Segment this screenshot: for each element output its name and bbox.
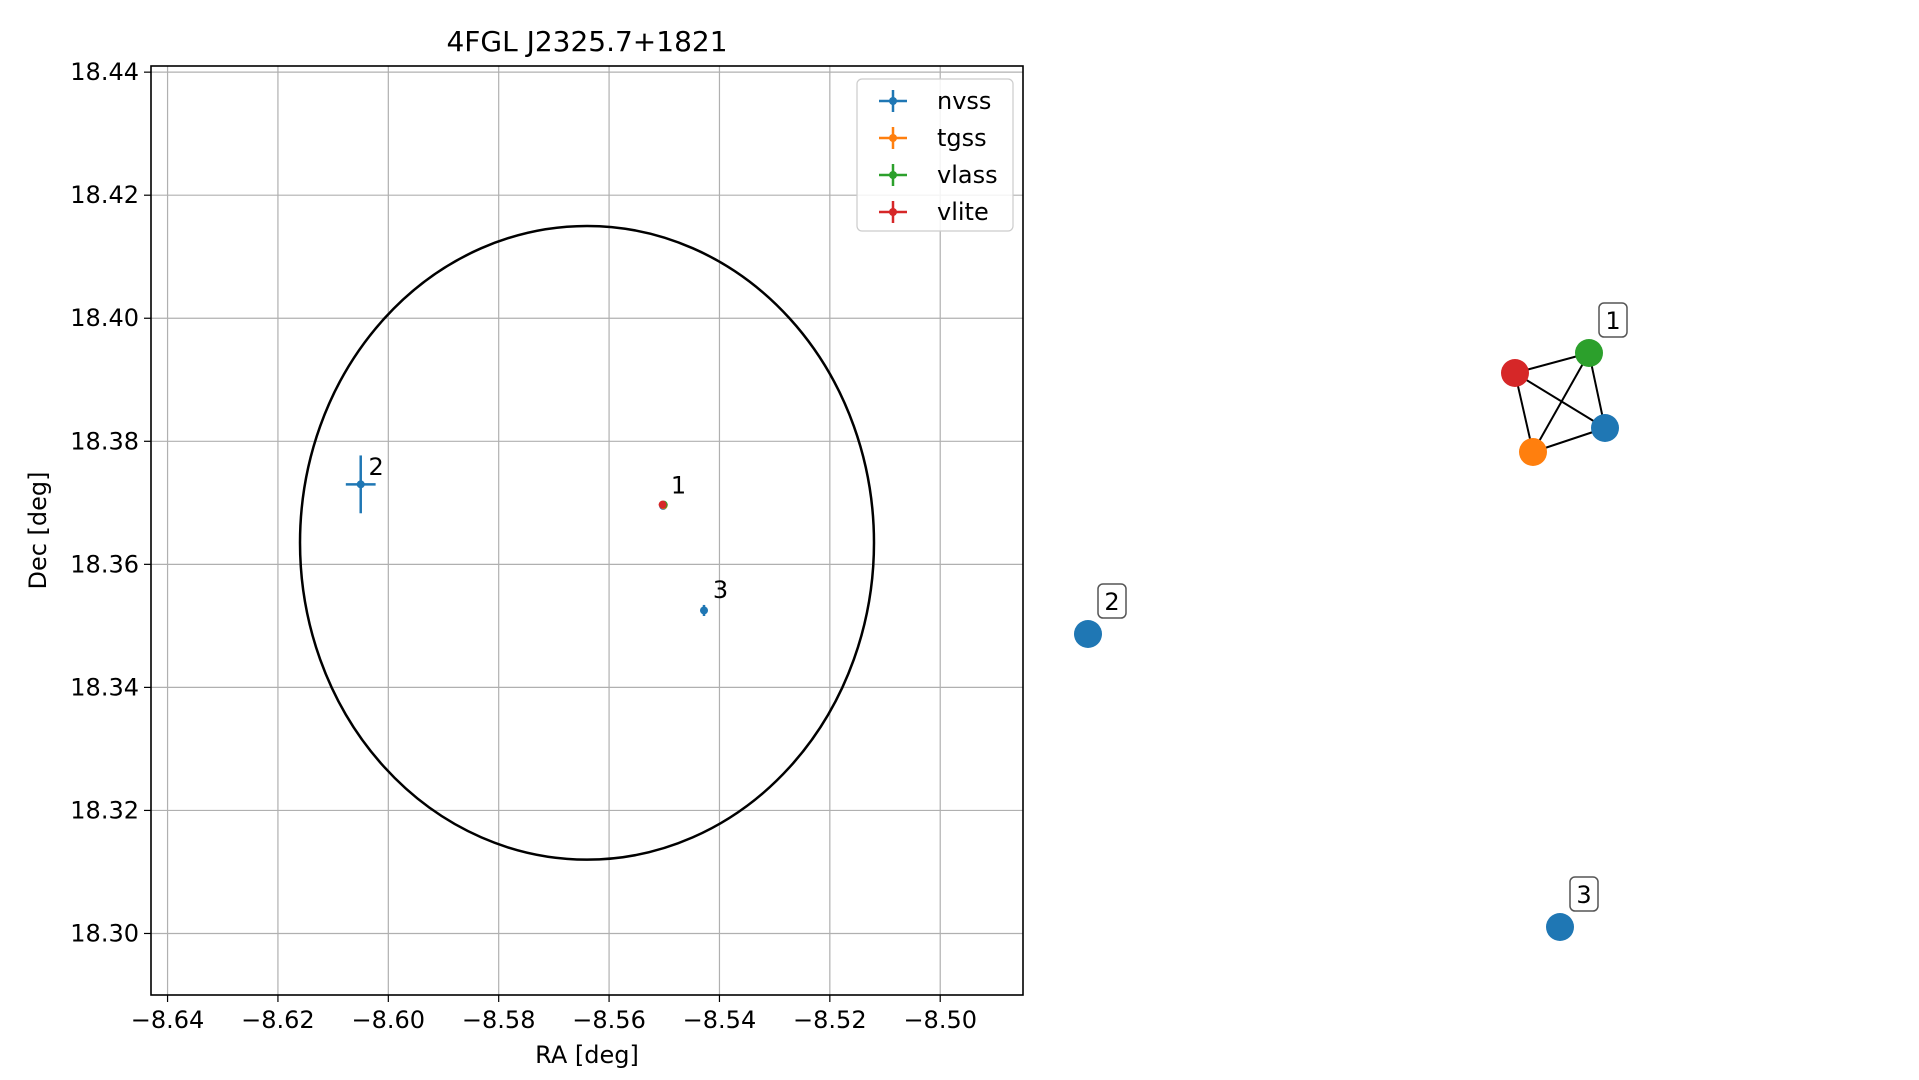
y-tick-label: 18.34 (70, 673, 139, 701)
legend-label: nvss (937, 87, 991, 115)
source-label: 2 (368, 453, 383, 481)
x-tick-label: −8.58 (462, 1006, 536, 1034)
legend-marker-vlite (889, 208, 897, 216)
source-label: 3 (713, 576, 728, 604)
source-label: 1 (671, 472, 686, 500)
legend-box (856, 78, 1014, 232)
x-tick-label: −8.64 (131, 1006, 205, 1034)
y-tick-label: 18.44 (70, 58, 139, 86)
graph-label-box (1569, 876, 1599, 912)
y-tick-label: 18.36 (70, 550, 139, 578)
graph-label: 2 (1104, 588, 1119, 616)
legend-marker-tgss (889, 134, 897, 142)
nvss-point (700, 604, 709, 617)
graph-node-n1-vlite (1501, 359, 1529, 387)
x-axis-label: RA [deg] (535, 1041, 639, 1069)
legend: nvss tgss vlass vlite (856, 78, 1014, 232)
points-layer (345, 455, 709, 617)
x-tick-label: −8.52 (793, 1006, 867, 1034)
annotation-layer: 1 2 3 (368, 453, 728, 604)
y-tick-label: 18.32 (70, 796, 139, 824)
edge-layer (1514, 352, 1606, 453)
vlite-point (658, 500, 667, 509)
graph-label: 1 (1605, 307, 1620, 335)
y-tick-label: 18.42 (70, 181, 139, 209)
chart-title: 4FGL J2325.7+1821 (446, 25, 727, 58)
graph-node-n1-nvss (1591, 414, 1619, 442)
vlite-marker (658, 500, 667, 509)
x-tick-label: −8.62 (241, 1006, 315, 1034)
y-tick-label: 18.38 (70, 427, 139, 455)
node-label-layer: 1 2 3 (1097, 302, 1628, 912)
x-tick-label: −8.60 (352, 1006, 426, 1034)
graph-node-n1-tgss (1519, 438, 1547, 466)
nvss-point (345, 455, 376, 514)
axes-frame (150, 65, 1024, 996)
graph-label-box (1097, 583, 1127, 619)
nvss-marker (356, 480, 365, 489)
node-layer (1074, 339, 1619, 941)
localization-ellipse (298, 224, 876, 861)
y-axis-label: Dec [deg] (24, 471, 52, 589)
legend-marker-nvss (889, 97, 897, 105)
graph-node-n3-nvss (1546, 913, 1574, 941)
nvss-marker (700, 606, 709, 615)
graph-edge (1532, 352, 1590, 453)
legend-label: vlass (937, 161, 998, 189)
graph-label: 3 (1576, 881, 1591, 909)
graph-node-n1-vlass (1575, 339, 1603, 367)
x-tick-label: −8.50 (903, 1006, 977, 1034)
x-tick-label: −8.54 (683, 1006, 757, 1034)
legend-label: vlite (937, 198, 989, 226)
ellipse-layer (298, 224, 876, 861)
legend-label: tgss (937, 124, 987, 152)
network-panel: 1 2 3 (1074, 302, 1628, 941)
graph-edge (1514, 372, 1606, 429)
graph-node-n2-nvss (1074, 620, 1102, 648)
legend-marker-vlass (889, 171, 897, 179)
graph-label-box (1598, 302, 1628, 338)
y-tick-label: 18.30 (70, 919, 139, 947)
y-tick-label: 18.40 (70, 304, 139, 332)
ticks-layer: −8.64 −8.62 −8.60 −8.58 −8.56 −8.54 −8.52 −8.50… (70, 58, 977, 1034)
scatter-panel: 123 −8.64 −8.62 −8.60 −8.58 −8.56 −8.54 −8.52−… (24, 25, 1024, 1069)
x-tick-label: −8.56 (572, 1006, 646, 1034)
grid-layer (151, 66, 1023, 995)
